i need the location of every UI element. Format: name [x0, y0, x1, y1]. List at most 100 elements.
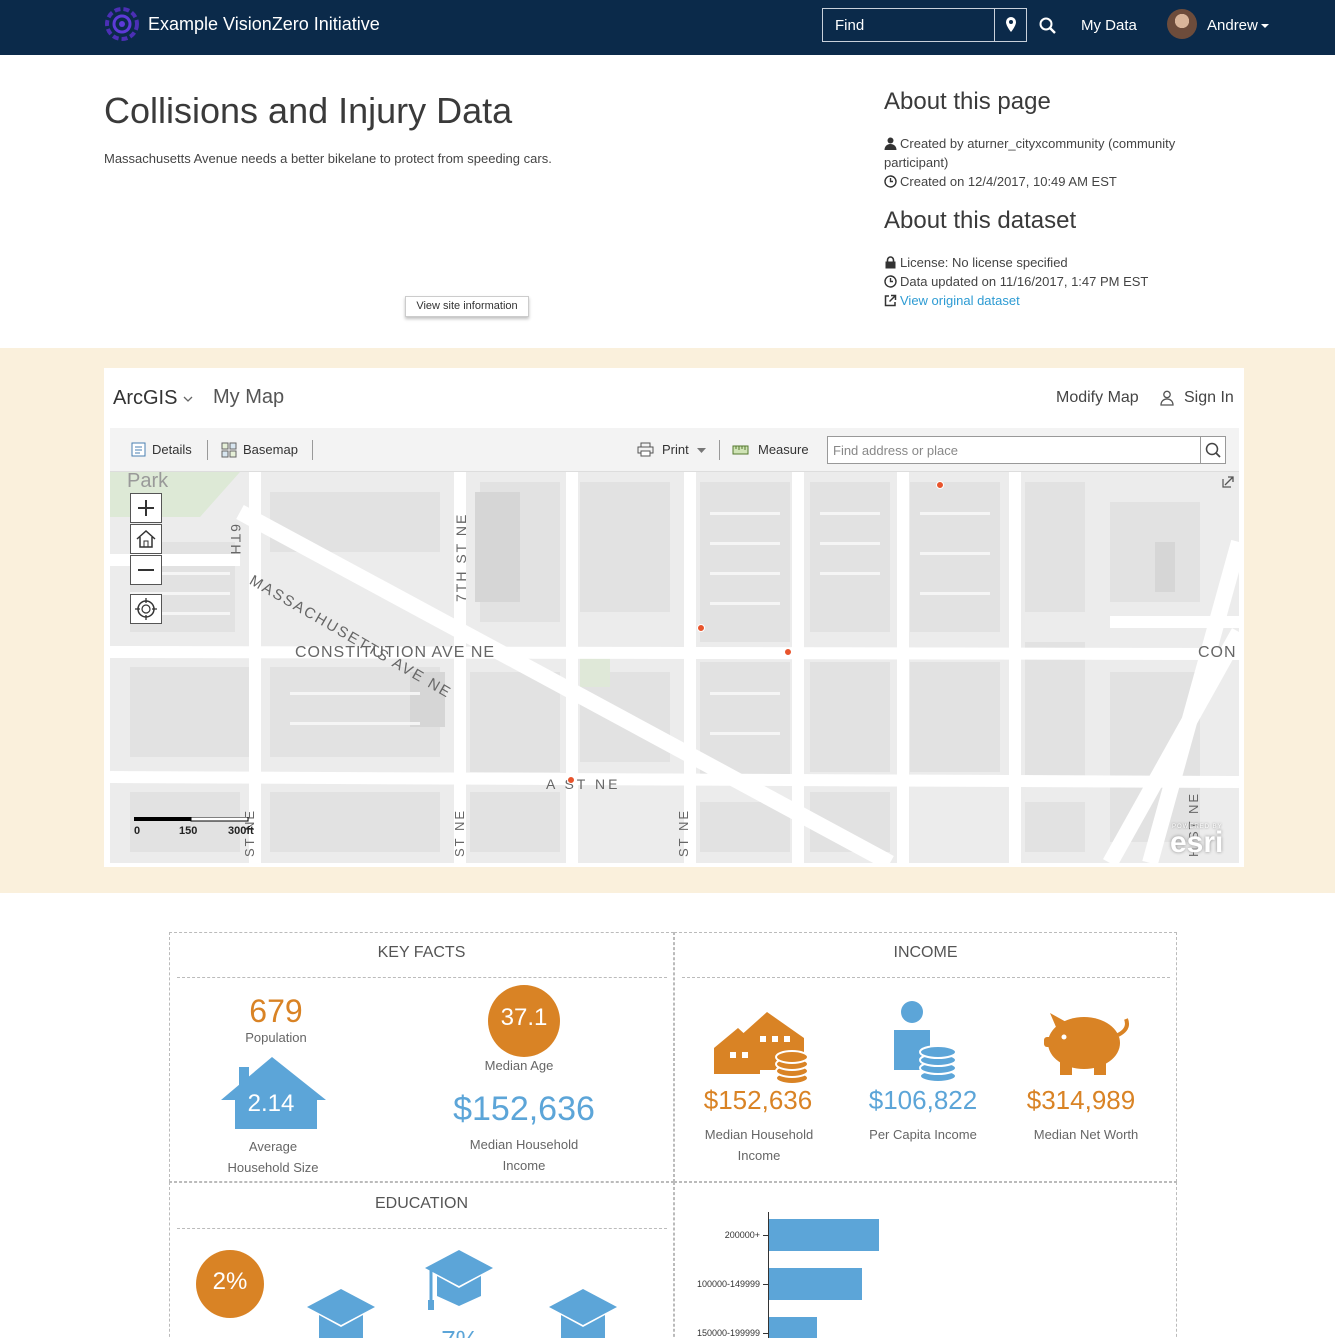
printer-icon: [637, 442, 654, 457]
chart-tick: [763, 1235, 768, 1236]
toolbar-divider: [719, 440, 720, 460]
search-icon: [1205, 442, 1221, 458]
modify-map-link[interactable]: Modify Map: [1056, 389, 1139, 406]
locate-me-button[interactable]: [130, 594, 162, 624]
graduation-cap-icon: [549, 1289, 617, 1338]
page-description: Massachusetts Avenue needs a better bike…: [104, 151, 552, 166]
toolbar-divider: [207, 440, 208, 460]
chevron-down-icon[interactable]: [1261, 24, 1269, 28]
sign-in-link[interactable]: Sign In: [1184, 389, 1234, 406]
income-median-household-value: $152,636: [703, 1085, 813, 1115]
per-capita-income-value: $106,822: [868, 1085, 978, 1115]
basemap-button[interactable]: Basemap: [243, 442, 298, 457]
chart-bar: [769, 1268, 862, 1300]
key-facts-panel: [169, 932, 674, 1182]
minus-icon: [138, 569, 154, 571]
toolbar-divider: [312, 440, 313, 460]
st-ne-label: ST NE: [452, 808, 467, 857]
view-original-dataset[interactable]: View original dataset: [884, 291, 1224, 310]
median-net-worth-value: $314,989: [1026, 1085, 1136, 1115]
median-net-worth-label: Median Net Worth: [1033, 1127, 1139, 1142]
chevron-down-icon[interactable]: [697, 448, 706, 454]
education-percent-circle: [196, 1250, 264, 1318]
heading-divider: [177, 977, 667, 978]
con-label: CON: [1198, 644, 1237, 661]
view-site-information-button[interactable]: View site information: [405, 296, 529, 317]
sixth-st-label: 6TH: [228, 524, 244, 557]
top-nav: Example VisionZero Initiative My Data An…: [0, 0, 1335, 55]
graduation-cap-icon: [425, 1250, 493, 1310]
income-panel: [674, 932, 1177, 1182]
person-coins-icon: [894, 1001, 957, 1083]
chevron-down-icon[interactable]: [183, 396, 193, 402]
chart-category-label: 100000-149999: [696, 1279, 760, 1289]
view-original-dataset-link[interactable]: View original dataset: [900, 293, 1020, 308]
collision-point[interactable]: [936, 481, 944, 489]
seventh-st-label: 7TH ST NE: [453, 512, 469, 602]
measure-button[interactable]: Measure: [758, 442, 809, 457]
income-median-household-label: Income: [737, 1148, 781, 1163]
chart-category-label: 150000-199999: [696, 1328, 760, 1338]
scale-label: 0: [134, 825, 141, 837]
home-icon: [136, 529, 156, 548]
st-ne-label: ST NE: [676, 808, 691, 857]
address-search-input[interactable]: [827, 436, 1201, 464]
esri-wordmark: esri: [1170, 826, 1224, 859]
scale-bar: [134, 817, 249, 822]
clock-icon: [884, 175, 897, 188]
collision-point[interactable]: [567, 776, 575, 784]
expand-icon[interactable]: [1222, 474, 1236, 488]
search-icon[interactable]: [1038, 16, 1058, 36]
median-household-income-label: Income: [502, 1158, 546, 1173]
details-icon: [131, 442, 146, 457]
about-page-heading: About this page: [884, 88, 1051, 115]
zoom-out-button[interactable]: [130, 555, 162, 585]
brand-logo-icon[interactable]: [104, 6, 140, 42]
median-household-income-label: Median Household: [469, 1137, 579, 1152]
find-input[interactable]: [823, 9, 995, 41]
collision-point[interactable]: [784, 648, 792, 656]
street-map[interactable]: [110, 472, 1239, 863]
zoom-in-button[interactable]: [130, 493, 162, 523]
clock-icon: [884, 275, 897, 288]
address-search-button[interactable]: [1200, 436, 1226, 464]
piggy-bank-icon: [1044, 1013, 1129, 1075]
site-title[interactable]: Example VisionZero Initiative: [148, 14, 380, 34]
per-capita-income-label: Per Capita Income: [869, 1127, 977, 1142]
basemap-grid-icon: [221, 442, 237, 458]
population-label: Population: [245, 1030, 307, 1045]
collision-point[interactable]: [697, 624, 705, 632]
median-age-circle: [488, 985, 560, 1057]
education-heading: EDUCATION: [374, 1195, 469, 1212]
scale-label: 300ft: [228, 825, 254, 837]
user-icon: [884, 137, 897, 150]
user-avatar[interactable]: [1167, 9, 1197, 39]
median-age-value: 37.1: [500, 1004, 548, 1031]
education-partial-value: 7%: [430, 1325, 490, 1338]
created-by: Created by aturner_cityxcommunity (commu…: [884, 134, 1224, 172]
population-value: 679: [249, 993, 303, 1029]
heading-divider: [177, 1228, 667, 1229]
details-button[interactable]: Details: [152, 442, 192, 457]
measure-icon: [732, 445, 749, 455]
chart-bar: [769, 1317, 817, 1338]
home-button[interactable]: [130, 524, 162, 554]
esri-logo[interactable]: POWERED BY esri: [1168, 824, 1232, 859]
key-facts-heading: KEY FACTS: [377, 944, 466, 961]
lock-icon: [885, 256, 896, 269]
chart-category-label: 200000+: [724, 1230, 760, 1240]
buildings: [410, 492, 1175, 727]
map-view[interactable]: Park MASSACHUSETTS AVE NE CONSTITUTION A…: [110, 472, 1239, 863]
chart-tick: [763, 1284, 768, 1285]
license-text: License: No license specified: [900, 255, 1068, 270]
print-button[interactable]: Print: [662, 442, 689, 457]
income-chart-panel: [674, 1182, 1177, 1338]
median-household-income-value: $152,636: [453, 1090, 595, 1128]
data-updated: Data updated on 11/16/2017, 1:47 PM EST: [884, 272, 1224, 291]
my-data-link[interactable]: My Data: [1081, 17, 1137, 34]
arcgis-app-menu[interactable]: ArcGIS: [113, 387, 178, 409]
created-by-text: Created by aturner_cityxcommunity (commu…: [884, 136, 1176, 170]
locate-button[interactable]: [994, 9, 1026, 41]
user-menu[interactable]: Andrew: [1207, 17, 1258, 34]
data-updated-text: Data updated on 11/16/2017, 1:47 PM EST: [900, 274, 1149, 289]
